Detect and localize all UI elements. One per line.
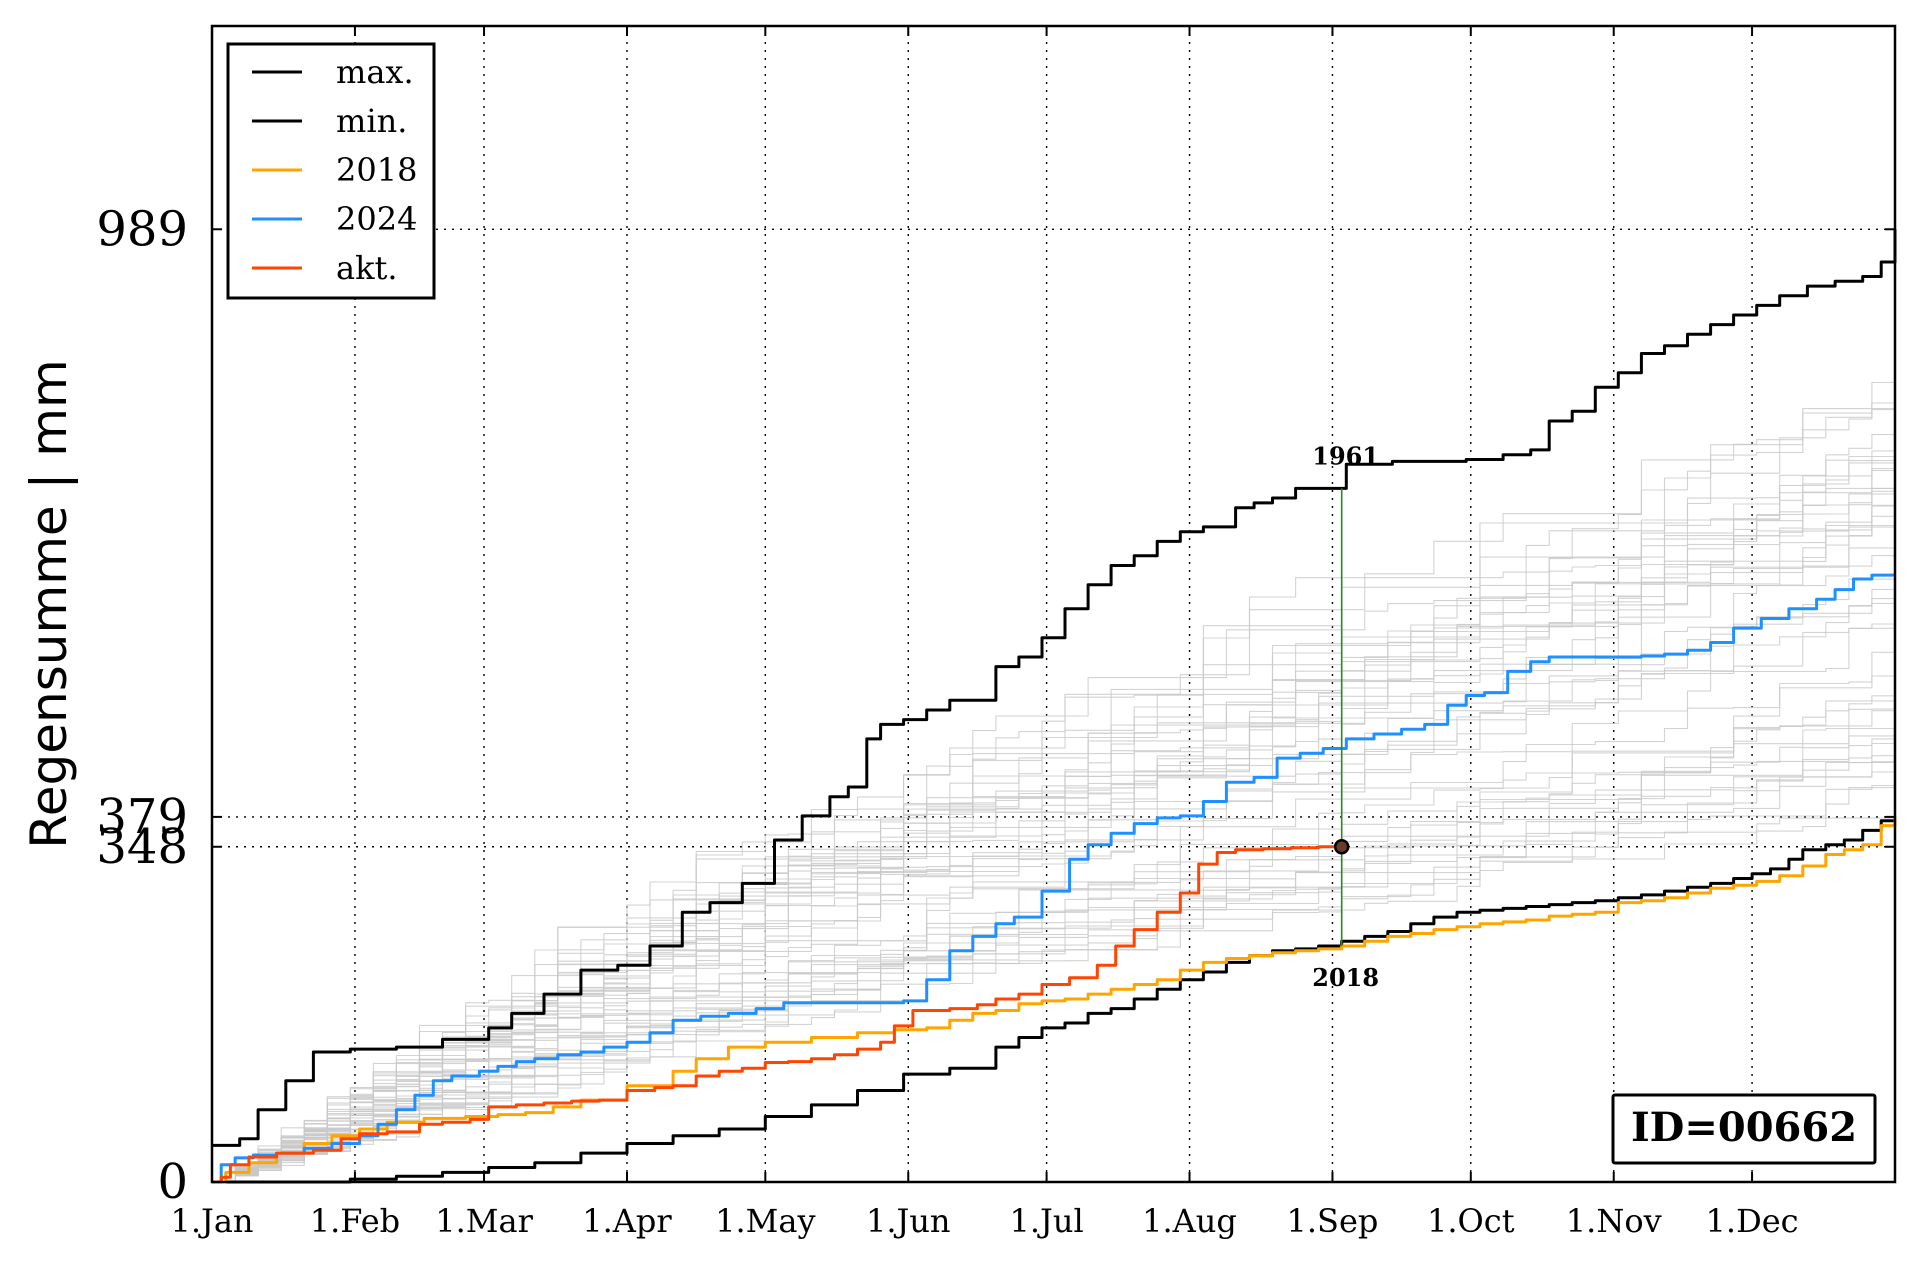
background-year-line: [212, 381, 1895, 1183]
background-year-line: [212, 735, 1895, 1183]
highlight-min-year-label: 2018: [1312, 963, 1379, 992]
legend-label: akt.: [336, 249, 398, 287]
x-tick-label: 1.Sep: [1287, 1202, 1379, 1240]
x-tick-label: 1.Feb: [310, 1202, 400, 1240]
legend-label: max.: [336, 53, 414, 91]
background-year-line: [212, 523, 1896, 1183]
background-year-line: [212, 757, 1896, 1183]
id-box: ID=00662: [1611, 1093, 1877, 1165]
x-tick-label: 1.Mar: [435, 1202, 533, 1240]
series-lines: [212, 229, 1897, 1184]
background-year-line: [212, 439, 1896, 1183]
background-year-line: [212, 372, 1896, 1183]
x-tick-label: 1.Jul: [1009, 1202, 1083, 1240]
background-year-line: [212, 505, 1895, 1183]
background-year-line: [212, 761, 1895, 1183]
legend-label: min.: [336, 102, 407, 140]
x-tick-label: 1.Dec: [1706, 1202, 1799, 1240]
background-year-line: [212, 460, 1895, 1183]
x-tick-label: 1.Aug: [1142, 1202, 1237, 1240]
plot-frame: [210, 24, 1897, 1184]
series-line-akt: [212, 845, 1342, 1184]
current-day-highlight: 1961 2018: [1312, 441, 1379, 992]
background-year-line: [212, 455, 1895, 1183]
x-tick-label: 1.Nov: [1566, 1202, 1662, 1240]
y-tick-label: 989: [96, 201, 188, 257]
series-line-2018: [212, 816, 1897, 1184]
background-year-lines: [212, 372, 1896, 1183]
y-axis-label: Regensumme | mm: [20, 359, 78, 848]
current-value-marker: [1333, 839, 1350, 855]
background-year-line: [212, 627, 1895, 1183]
background-year-line: [212, 538, 1896, 1183]
y-tick-label: 379: [96, 789, 188, 845]
y-tick-label: 348: [96, 819, 188, 875]
background-year-line: [212, 615, 1896, 1183]
x-tick-label: 1.May: [715, 1202, 815, 1240]
background-year-line: [212, 434, 1895, 1183]
series-line-2024: [212, 573, 1895, 1184]
background-year-line: [212, 457, 1896, 1183]
id-box-label: ID=00662: [1631, 1104, 1857, 1151]
legend-label: 2024: [336, 200, 417, 238]
x-tick-label: 1.Jun: [866, 1202, 951, 1240]
highlight-max-year-label: 1961: [1312, 441, 1379, 470]
grid-lines: [212, 26, 1895, 1182]
legend-label: 2018: [336, 151, 417, 189]
background-year-line: [212, 401, 1896, 1183]
x-tick-label: 1.Apr: [582, 1202, 672, 1240]
series-line-max: [212, 229, 1897, 1147]
axis-ticks: 1.Jan 1.Feb 1.Mar 1.Apr 1.May 1.Jun 1.Jul 1.Aug…: [96, 26, 1895, 1240]
background-year-line: [212, 449, 1896, 1183]
x-tick-label: 1.Oct: [1427, 1202, 1515, 1240]
background-year-line: [212, 777, 1896, 1183]
legend: max. min. 2018 2024 akt.: [226, 42, 436, 300]
x-tick-label: 1.Jan: [170, 1202, 253, 1240]
y-tick-label: 0: [157, 1154, 188, 1210]
